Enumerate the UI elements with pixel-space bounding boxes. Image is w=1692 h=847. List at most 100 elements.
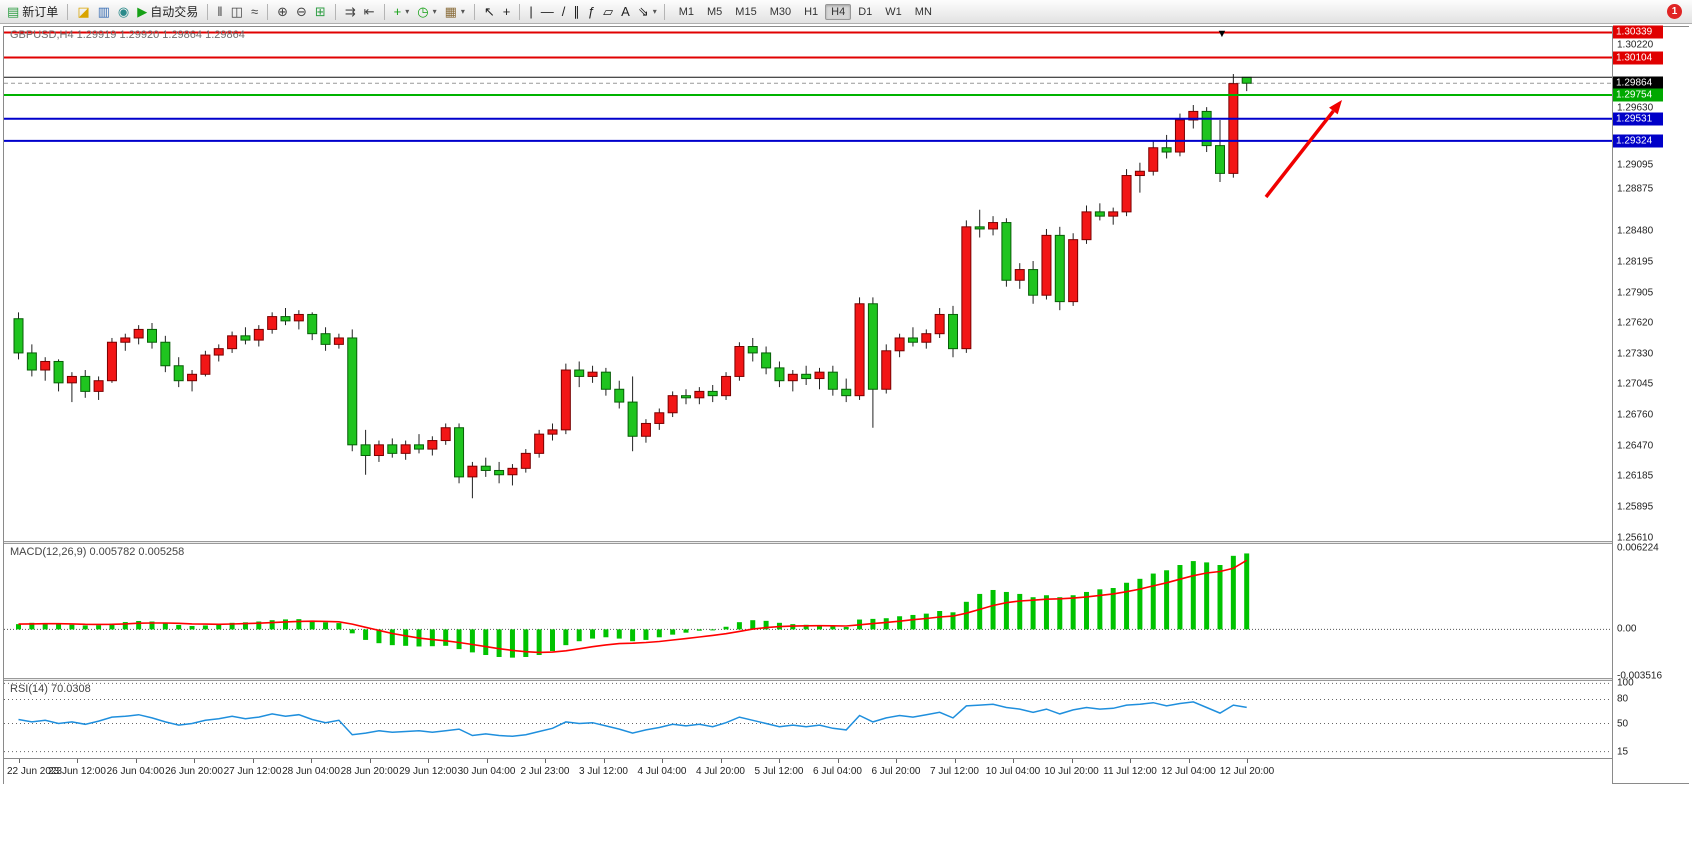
macd-bar [1204,562,1210,630]
time-axis-tick [1013,759,1014,763]
timeframe-m5-button[interactable]: M5 [707,5,723,18]
macd-bar [750,620,756,630]
time-axis-label: 28 Jun 04:00 [282,766,340,777]
crosshair-button[interactable]: + [500,2,514,22]
bull-candle [120,337,131,343]
vertical-line-button[interactable]: | [526,2,535,22]
arrows-button[interactable]: ⇘ ▾ [635,2,660,22]
bear-candle [360,444,371,457]
price-axis[interactable]: 1.30220 1.29630 1.29095 1.28875 1.28480 1.281… [1612,25,1690,783]
macd-bar [1244,553,1250,630]
time-axis-label: 29 Jun 12:00 [399,766,457,777]
price-chart-canvas[interactable]: ▼ [4,27,1612,541]
bar-chart-button[interactable]: ‖ [214,2,225,22]
periods-button[interactable]: ◷ ▾ [414,2,439,22]
time-axis[interactable]: 22 Jun 2023 23 Jun 12:00 26 Jun 04:00 26 Ju… [4,758,1612,784]
trend-arrow-line[interactable] [1264,109,1335,199]
cursor-button[interactable]: ↖ [481,2,498,22]
bull-candle [854,303,865,397]
timeframe-h1-button[interactable]: H1 [804,5,819,18]
macd-bar [897,616,903,630]
bull-candle [400,444,411,454]
macd-bar [603,629,609,638]
macd-bar [1097,589,1103,630]
dropdown-caret-icon: ▾ [652,7,657,16]
macd-histogram [16,553,1250,658]
bear-candle [867,303,878,390]
auto-scroll-button[interactable]: ⇉ [342,2,359,22]
panel-splitter[interactable] [4,541,1612,544]
navigator-button[interactable]: ▥ [95,2,113,22]
bull-candle [1041,234,1052,296]
text-button[interactable]: A [618,2,633,22]
price-axis-tick: 1.27330 [1617,348,1654,360]
shapes-button[interactable]: ▱ [600,2,616,22]
trend-arrow-head[interactable] [1329,100,1342,115]
bull-candle [881,350,892,390]
bear-candle [173,365,184,382]
chart-shift-icon: ⇤ [363,4,375,19]
bear-candle [761,352,772,369]
market-watch-button[interactable]: ◉ [115,2,132,22]
macd-bar [950,612,956,630]
macd-bar [189,625,195,630]
toolbar-buttons: ▤ 新订单 ◪ ▥ ◉ ▶ 自动交易 ‖ ◫ ≈ ⊕ ⊖ ⊞ ⇉ ⇤ + ▾ ◷ ▾ ▦ ▾ ↖ + | — / ∥ ƒ ▱ A ⇘ ▾ [4,2,660,22]
bull-candle [921,333,932,343]
macd-bar [1057,597,1063,630]
macd-bar [1177,565,1183,630]
trendline-button[interactable]: / [559,2,569,22]
macd-bar [963,601,969,630]
price-axis-tick: 1.29630 [1617,102,1654,114]
macd-bar [162,623,168,630]
timeframe-m15-button[interactable]: M15 [735,5,757,18]
macd-bar [1190,561,1196,630]
charts-button[interactable]: ◪ [74,2,92,22]
timeframe-mn-button[interactable]: MN [914,5,932,18]
macd-canvas[interactable] [4,544,1612,678]
bull-candle [1148,147,1159,172]
notification-badge[interactable]: 1 [1667,4,1682,19]
macd-bar [456,629,462,650]
indicators-icon: + [393,4,402,19]
tile-windows-button[interactable]: ⊞ [312,2,329,22]
zoom-out-button[interactable]: ⊖ [293,2,310,22]
autotrading-button[interactable]: ▶ 自动交易 [134,2,201,22]
dropdown-caret-icon: ▾ [405,7,410,16]
rsi-canvas[interactable] [4,681,1612,758]
zoom-in-button[interactable]: ⊕ [274,2,291,22]
macd-bar [937,611,943,630]
bear-candle [147,328,157,343]
macd-bar [176,624,182,630]
timeframe-m30-button[interactable]: M30 [769,5,792,18]
macd-bar [389,629,395,646]
bull-candle [227,335,238,350]
templates-button[interactable]: ▦ ▾ [442,2,468,22]
time-axis-tick [18,759,20,763]
line-chart-button[interactable]: ≈ [248,2,261,22]
timeframe-m1-button[interactable]: M1 [678,5,695,18]
bull-candle [587,371,598,377]
rsi-panel[interactable]: RSI(14) 70.0308 [4,681,1612,758]
bear-candle [160,341,171,367]
panel-splitter[interactable] [4,678,1612,681]
timeframe-w1-button[interactable]: W1 [885,5,902,18]
bull-candle [507,467,518,476]
candlestick-chart-button[interactable]: ◫ [228,2,246,22]
fibonacci-button[interactable]: ƒ [585,2,598,22]
new-order-button[interactable]: ▤ 新订单 [4,2,61,22]
high-marker-icon: ▼ [1217,28,1228,40]
timeframe-d1-button[interactable]: D1 [858,5,873,18]
chart-shift-button[interactable]: ⇤ [361,2,378,22]
channel-button[interactable]: ∥ [570,2,583,22]
macd-panel[interactable]: MACD(12,26,9) 0.005782 0.005258 [4,544,1612,678]
horizontal-line-icon: — [540,4,554,19]
horizontal-line-button[interactable]: — [538,2,557,22]
price-chart-panel[interactable]: ▼ GBPUSD,H4 1.29919 1.29920 1.29864 1.29… [4,27,1612,541]
macd-bar [550,629,555,652]
rsi-label: RSI(14) 70.0308 [10,683,91,695]
bull-candle [1188,110,1199,121]
price-axis-tick: 1.30220 [1617,39,1654,51]
timeframe-h4-button[interactable]: H4 [825,3,852,20]
indicators-button[interactable]: + ▾ [391,2,413,22]
price-label-1.30104: 1.30104 [1613,51,1663,65]
